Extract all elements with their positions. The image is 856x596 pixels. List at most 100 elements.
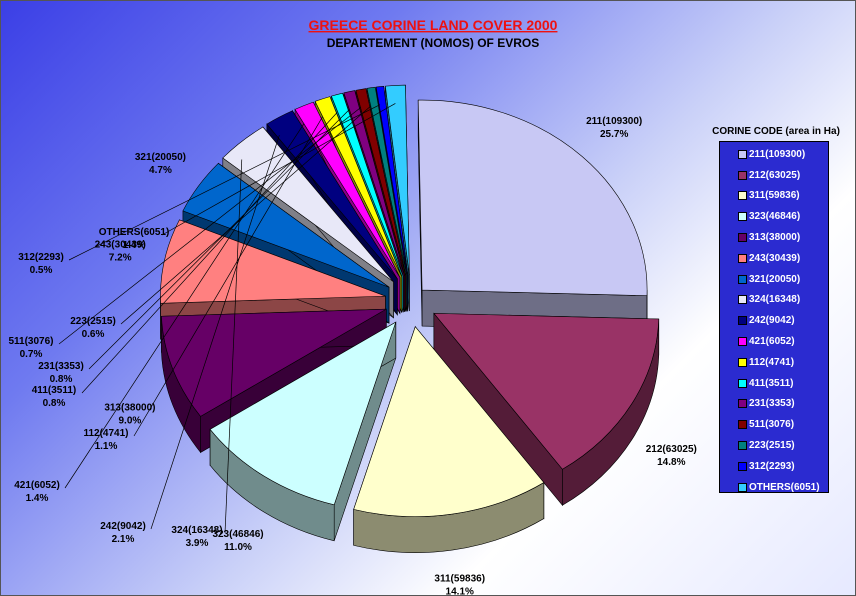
slice-label-16: OTHERS(6051): [99, 227, 170, 238]
slice-label-10: 112(4741): [83, 428, 128, 439]
legend-item: 242(9042): [720, 310, 828, 331]
slice-percent-1: 14.8%: [657, 457, 685, 468]
slice-percent-3: 11.0%: [224, 542, 252, 553]
legend-swatch: [738, 149, 747, 159]
legend-swatch: [738, 274, 747, 284]
legend-label: 212(63025): [749, 169, 801, 181]
legend-label: 223(2515): [749, 440, 795, 452]
slice-percent-8: 2.1%: [112, 534, 135, 545]
legend-swatch: [738, 316, 747, 326]
pie-slice-2: [353, 325, 545, 553]
legend-item: 112(4741): [720, 352, 828, 373]
legend: 211(109300) 212(63025) 311(59836) 323(46846…: [719, 141, 829, 493]
legend-label: 313(38000): [749, 232, 801, 244]
leader-line-13: [58, 107, 362, 345]
legend-swatch: [738, 420, 747, 430]
legend-label: 243(30439): [749, 252, 801, 264]
legend-swatch: [738, 170, 747, 180]
slice-percent-5: 7.2%: [109, 253, 132, 264]
slice-percent-0: 25.7%: [600, 129, 628, 140]
legend-item: 421(6052): [720, 331, 828, 352]
slice-label-4: 313(38000): [104, 403, 155, 414]
legend-label: 323(46846): [749, 211, 801, 223]
leader-line-10: [133, 116, 323, 437]
pie-slice-1: [433, 312, 660, 507]
legend-label: 511(3076): [749, 419, 795, 431]
legend-swatch: [738, 357, 747, 367]
slice-label-3: 323(46846): [212, 529, 263, 540]
legend-item: 243(30439): [720, 248, 828, 269]
slice-label-5: 243(30439): [95, 240, 146, 251]
legend-label: 312(2293): [749, 460, 795, 472]
slice-percent-12: 0.8%: [50, 374, 73, 385]
slice-percent-7: 3.9%: [186, 538, 209, 549]
legend-item: 323(46846): [720, 206, 828, 227]
slice-label-12: 231(3353): [38, 361, 84, 372]
legend-title: CORINE CODE (area in Ha): [712, 126, 840, 137]
slice-label-13: 511(3076): [8, 336, 53, 347]
leader-line-9: [64, 123, 305, 489]
slice-percent-6: 4.7%: [149, 165, 172, 176]
legend-label: 411(3511): [749, 377, 794, 389]
legend-swatch: [738, 295, 747, 305]
slice-percent-9: 1.4%: [26, 493, 49, 504]
legend-item: 311(59836): [720, 186, 828, 207]
slice-label-0: 211(109300): [586, 116, 642, 127]
legend-label: 242(9042): [749, 315, 795, 327]
legend-label: 211(109300): [749, 148, 806, 160]
chart-title: GREECE CORINE LAND COVER 2000: [309, 17, 558, 33]
legend-swatch: [738, 233, 747, 243]
legend-item: 212(63025): [720, 165, 828, 186]
slice-label-2: 311(59836): [434, 574, 485, 585]
pie-slice-3: [209, 321, 397, 542]
slice-percent-13: 0.7%: [20, 349, 43, 360]
legend-label: 321(20050): [749, 273, 801, 285]
legend-label: 324(16348): [749, 294, 801, 306]
legend-label: 112(4741): [749, 356, 795, 368]
legend-item: 324(16348): [720, 290, 828, 311]
slice-label-8: 242(9042): [100, 521, 146, 532]
slice-label-11: 411(3511): [32, 385, 77, 396]
slice-label-14: 223(2515): [70, 316, 116, 327]
leader-line-12: [88, 109, 350, 370]
slice-label-6: 321(20050): [135, 152, 186, 163]
legend-item: 411(3511): [720, 373, 828, 394]
legend-item: 211(109300): [720, 144, 828, 165]
legend-swatch: [738, 378, 747, 388]
leader-line-7: [224, 159, 243, 534]
legend-swatch: [738, 253, 747, 263]
legend-item: 223(2515): [720, 435, 828, 456]
legend-swatch: [738, 399, 747, 409]
legend-label: 231(3353): [749, 398, 795, 410]
legend-item: 313(38000): [720, 227, 828, 248]
slice-label-1: 212(63025): [646, 444, 697, 455]
legend-item: OTHERS(6051): [720, 477, 828, 498]
slice-percent-2: 14.1%: [446, 587, 474, 595]
legend-label: 421(6052): [749, 336, 795, 348]
legend-item: 312(2293): [720, 456, 828, 477]
slice-label-15: 312(2293): [18, 252, 64, 263]
legend-swatch: [738, 191, 747, 201]
slice-label-9: 421(6052): [14, 480, 60, 491]
legend-item: 321(20050): [720, 269, 828, 290]
legend-swatch: [738, 337, 747, 347]
legend-swatch: [738, 482, 747, 492]
slices-layer: [160, 84, 660, 553]
slice-percent-4: 9.0%: [119, 416, 142, 427]
slice-percent-15: 0.5%: [30, 265, 53, 276]
labels-layer: 211(109300) 25.7% 212(63025) 14.8% 311(59836…: [8, 103, 697, 595]
slice-percent-11: 0.8%: [43, 398, 66, 409]
legend-swatch: [738, 212, 747, 222]
legend-swatch: [738, 461, 747, 471]
legend-swatch: [738, 441, 747, 451]
legend-item: 511(3076): [720, 414, 828, 435]
legend-label: 311(59836): [749, 190, 800, 202]
slice-percent-14: 0.6%: [82, 329, 105, 340]
leader-line-16: [161, 103, 396, 236]
legend-label: OTHERS(6051): [749, 481, 820, 493]
leader-line-15: [68, 104, 381, 261]
chart-subtitle: DEPARTEMENT (NOMOS) OF EVROS: [327, 36, 539, 50]
legend-item: 231(3353): [720, 394, 828, 415]
